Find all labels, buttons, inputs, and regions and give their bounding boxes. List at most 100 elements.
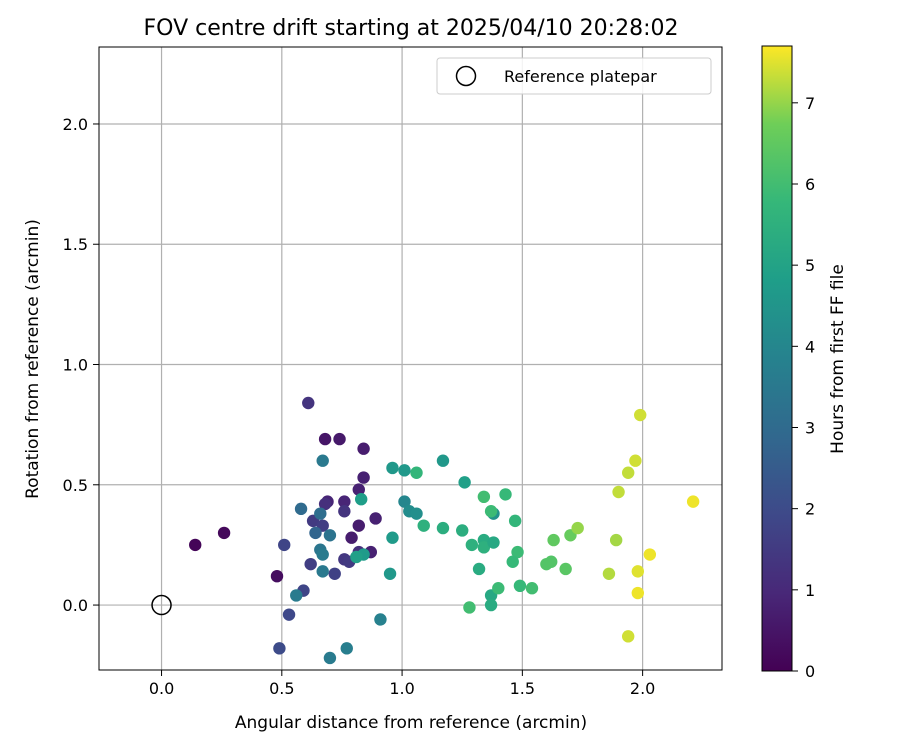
x-ticks: 0.0 0.5 1.0 1.5 2.0: [149, 670, 655, 698]
reference-marker-group: [151, 594, 172, 616]
legend-box: [436, 57, 712, 95]
plot-frame: [98, 46, 723, 671]
scatter-point: [477, 541, 491, 554]
scatter-point: [463, 601, 476, 614]
colorbar-tick-label: 1: [805, 581, 815, 600]
scatter-point: [484, 598, 498, 612]
scatter-point: [270, 569, 284, 583]
colorbar-ticks: 0 1 2 3 4 5 6 7: [792, 94, 815, 681]
scatter-point: [643, 548, 657, 561]
scatter-point: [410, 466, 423, 479]
scatter-point: [278, 538, 291, 552]
scatter-point: [352, 483, 365, 496]
scatter-point: [282, 608, 296, 621]
scatter-point: [511, 545, 524, 559]
chart-title: FOV centre drift starting at 2025/04/10 …: [144, 16, 679, 41]
scatter-point: [290, 589, 303, 602]
scatter-point: [631, 565, 645, 578]
scatter-point: [309, 526, 322, 540]
scatter-point: [345, 531, 358, 544]
scatter-point: [436, 521, 450, 535]
scatter-point: [410, 507, 423, 520]
scatter-point: [492, 582, 505, 595]
scatter-point: [398, 464, 411, 477]
scatter-point: [436, 454, 450, 467]
colorbar-tick-label: 7: [805, 94, 815, 113]
scatter-point: [398, 495, 411, 508]
scatter-point: [294, 502, 308, 516]
scatter-point: [571, 521, 584, 535]
scatter-point: [621, 630, 635, 643]
y-tick-label: 0.5: [63, 476, 88, 495]
x-tick-label: 0.5: [269, 679, 294, 698]
scatter-point: [189, 538, 202, 552]
scatter-point: [338, 495, 351, 508]
scatter-point: [338, 505, 351, 518]
scatter-point: [629, 454, 642, 467]
scatter-point: [545, 555, 558, 568]
x-tick-label: 0.0: [149, 679, 174, 698]
scatter-point: [357, 442, 370, 455]
scatter-point: [316, 454, 329, 467]
scatter-point: [508, 514, 522, 528]
colorbar-tick-label: 6: [805, 175, 815, 194]
scatter-point: [621, 466, 635, 479]
scatter-point: [352, 519, 365, 532]
legend-label: Reference platepar: [504, 67, 657, 86]
scatter-point: [513, 579, 527, 593]
scatter-point: [217, 526, 231, 540]
scatter-point: [316, 548, 329, 561]
scatter-point: [383, 567, 397, 580]
scatter-point: [499, 488, 512, 501]
scatter-point: [386, 461, 399, 475]
scatter-point: [456, 524, 469, 537]
scatter-point: [273, 642, 286, 655]
scatter-point: [417, 519, 430, 532]
y-tick-label: 0.0: [63, 596, 88, 615]
scatter-point: [686, 495, 700, 508]
scatter-point: [602, 567, 616, 580]
scatter-point: [484, 505, 498, 518]
scatter-point: [634, 408, 647, 422]
scatter-point: [559, 562, 572, 576]
x-axis-label: Angular distance from reference (arcmin): [235, 713, 587, 733]
y-ticks: 0.0 0.5 1.0 1.5 2.0: [63, 115, 99, 615]
x-tick-label: 1.5: [510, 679, 535, 698]
scatter-point: [386, 531, 399, 544]
y-axis-label: Rotation from reference (arcmin): [23, 219, 43, 499]
scatter-point: [506, 555, 519, 568]
plot-area: [99, 47, 722, 670]
scatter-point: [318, 432, 332, 446]
colorbar-tick-label: 2: [805, 500, 815, 519]
legend: Reference platepar: [436, 57, 712, 95]
scatter-point: [458, 476, 471, 489]
grid: [99, 47, 722, 670]
y-tick-label: 1.0: [63, 356, 88, 375]
x-tick-label: 2.0: [630, 679, 655, 698]
scatter-point: [302, 396, 315, 410]
colorbar: [761, 45, 793, 672]
scatter-point: [547, 533, 560, 547]
x-tick-label: 1.0: [389, 679, 414, 698]
scatter-point: [333, 432, 346, 446]
scatter-point: [323, 651, 337, 665]
scatter-point: [631, 586, 645, 600]
scatter-point: [525, 582, 539, 595]
scatter-point: [328, 567, 341, 580]
scatter-point: [350, 550, 363, 564]
scatter-point: [487, 536, 500, 549]
legend-marker-icon: [455, 65, 477, 87]
scatter-point: [472, 562, 486, 576]
scatter-point: [374, 613, 387, 626]
scatter-point: [354, 493, 368, 506]
y-tick-label: 1.5: [63, 235, 88, 254]
reference-platepar-marker: [151, 594, 172, 616]
y-tick-label: 2.0: [63, 115, 88, 134]
scatter-point: [314, 507, 327, 520]
colorbar-tick-label: 5: [805, 256, 815, 275]
scatter-point: [318, 497, 332, 511]
scatter-point: [477, 490, 491, 504]
scatter-point: [465, 538, 479, 552]
scatter-point: [357, 471, 370, 484]
